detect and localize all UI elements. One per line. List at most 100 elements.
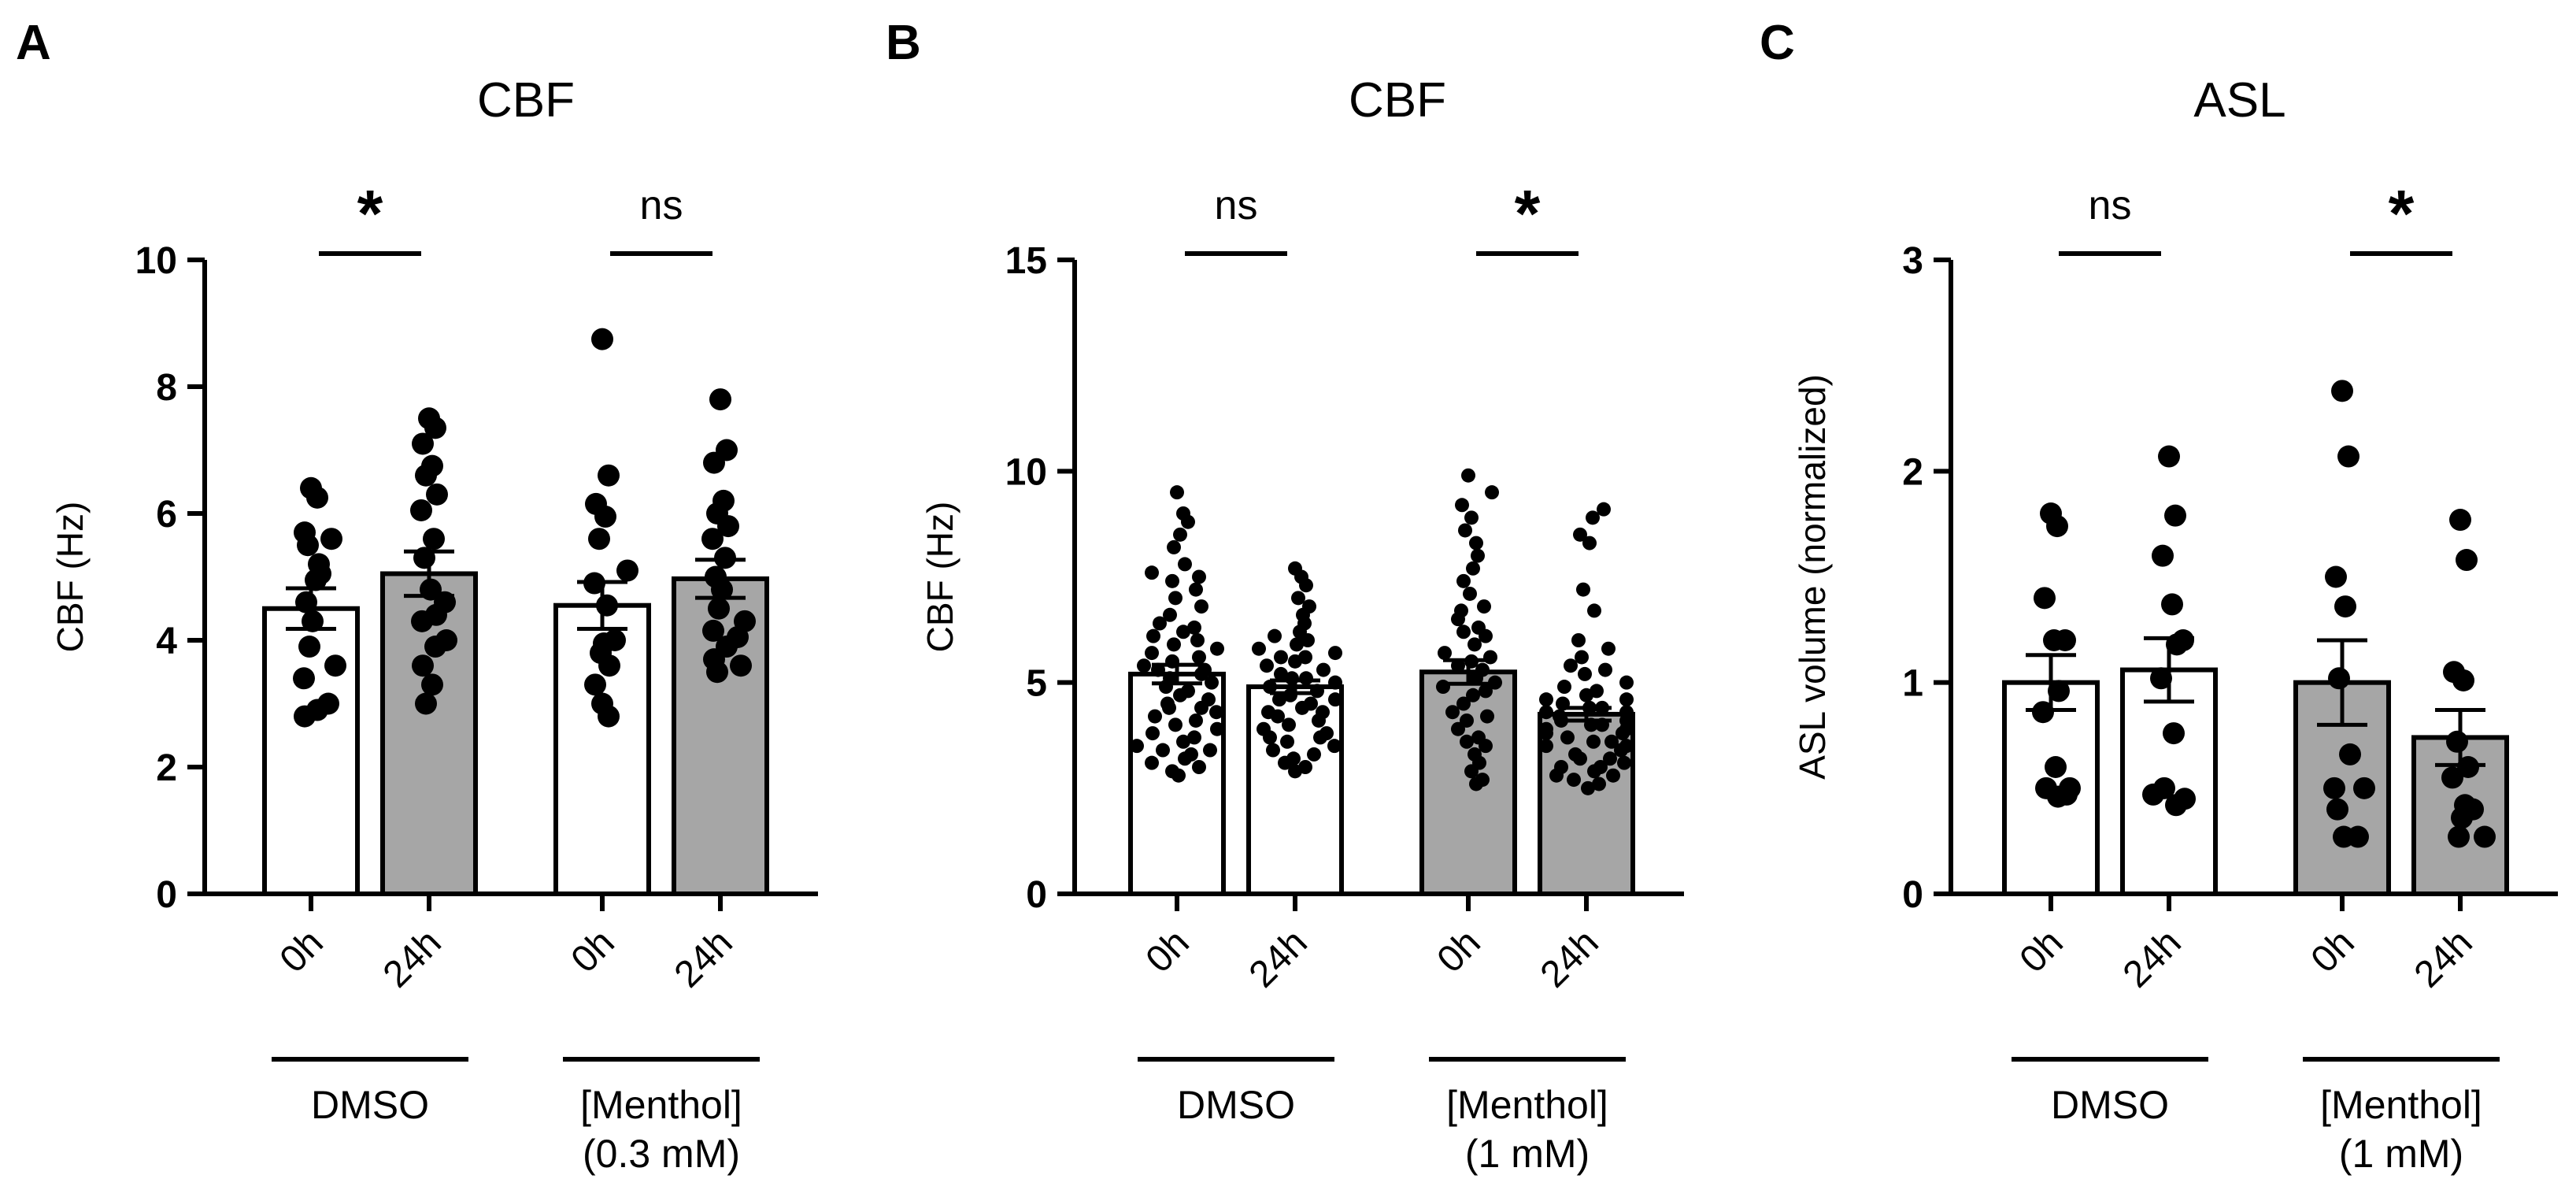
data-point [1328,692,1342,707]
data-point [418,407,440,430]
data-point [705,565,727,588]
data-point [1298,650,1312,665]
data-point [1167,637,1181,652]
data-point [1319,726,1334,741]
panel-label: B [886,16,921,70]
y-tick-label: 2 [156,747,177,789]
data-point [1194,599,1208,614]
data-point [412,432,434,455]
x-tick-label: 24h [1533,921,1607,995]
x-tick-label: 24h [2115,921,2189,995]
data-point [1598,662,1612,677]
data-point [1590,684,1604,699]
panel-b: B CBF CBF (Hz) 0 5 10 15 0h 24h 0h 24h ns * DMSO [Ment… [886,16,1684,1176]
data-point [320,528,342,550]
data-point [1173,527,1187,542]
data-point [1606,768,1620,783]
panel-a: A CBF CBF (Hz) 0 2 4 6 8 10 0h 24h 0h 24h * ns DMSO [Men… [16,16,818,1176]
data-point [1170,485,1184,500]
data-point [1153,616,1167,631]
data-point [2325,565,2347,588]
data-point [2339,743,2361,765]
data-point [1201,692,1216,707]
data-point [1290,637,1304,652]
data-point [1189,713,1203,728]
data-point [1167,539,1181,554]
data-point [1455,498,1469,513]
significance-label: ns [640,183,683,228]
data-point [1192,760,1206,774]
data-point [1483,650,1497,665]
group-label: DMSO [1177,1083,1295,1127]
data-point [1539,739,1553,754]
data-point [1168,717,1183,732]
data-point [2152,544,2174,567]
data-point [415,692,437,715]
data-point [596,594,618,617]
bar [1538,711,1635,897]
data-point [1137,658,1151,673]
data-point [2474,825,2496,848]
panel-label: A [16,16,51,70]
data-point [300,476,322,499]
data-point [2331,380,2353,402]
x-tick-label: 24h [1242,921,1316,995]
group-label: [Menthol] [2320,1083,2482,1127]
data-point [435,629,457,651]
data-point [2045,756,2067,778]
data-point [591,328,613,350]
data-point [1165,764,1179,779]
data-point [591,692,613,715]
data-point [1485,485,1499,500]
data-point [1456,573,1471,588]
data-point [1539,705,1553,720]
data-point [1302,599,1316,614]
data-point [1463,586,1477,601]
data-point [1328,646,1342,661]
data-point [2158,445,2180,468]
data-point [1176,734,1190,749]
group-label: DMSO [2051,1083,2169,1127]
data-point [588,528,610,550]
data-point [1557,680,1571,695]
data-point [1145,755,1159,770]
data-point [2035,777,2057,799]
x-tick-label: 0h [2012,921,2071,980]
data-point [1145,646,1159,661]
bar [1128,671,1226,897]
data-point [1189,582,1203,597]
data-point [1438,646,1452,661]
data-point [1619,675,1634,690]
group-label: (1 mM) [2339,1132,2463,1176]
data-point [2172,629,2194,651]
data-point [730,654,752,677]
data-point [1260,658,1274,673]
x-tick-label: 24h [376,921,450,995]
data-point [2334,595,2356,618]
data-point [598,464,620,487]
data-point [1539,721,1553,736]
data-point [1460,734,1474,749]
data-point [1307,747,1321,762]
group-label: [Menthol] [580,1083,742,1127]
data-point [1480,709,1494,724]
data-point [2040,502,2062,525]
x-tick-label: 0h [2304,921,2363,980]
data-point [1190,633,1205,647]
data-point [1263,680,1277,695]
data-point [1184,747,1198,762]
data-point [1209,705,1223,720]
x-tick-label: 24h [2407,921,2481,995]
bar [672,576,769,896]
panel-c: C ASL ASL volume (normalized) 0 1 2 3 0h 24h 0h 24… [1760,16,2558,1176]
data-point [584,673,606,696]
y-tick-label: 10 [1005,451,1047,493]
y-tick-label: 5 [1026,663,1047,705]
data-point [1461,468,1475,483]
data-point [410,499,432,521]
data-point [1327,739,1342,754]
data-point [1328,675,1342,690]
x-tick-label: 0h [272,921,331,980]
data-point [2054,629,2076,651]
